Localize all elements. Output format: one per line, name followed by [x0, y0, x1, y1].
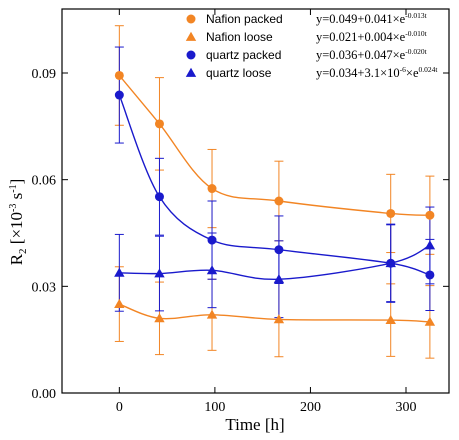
nafion-loose-point: [114, 298, 125, 309]
nafion-packed-point: [114, 70, 124, 80]
legend-item-nafion-packed: Nafion packed y=0.049+0.041×e-0.013t: [186, 11, 428, 26]
legend-label: Nafion packed: [206, 12, 283, 26]
legend-item-quartz-packed: quartz packed y=0.036+0.047×e-0.020t: [186, 47, 428, 62]
y-tick-label: 0.03: [32, 280, 57, 295]
legend-marker: [186, 50, 196, 60]
fit-equation: y=0.036+0.047×e-0.020t: [316, 47, 428, 62]
legend-label: quartz loose: [206, 66, 272, 80]
x-tick-label: 0: [116, 400, 123, 415]
nafion-loose-point: [206, 309, 218, 319]
legend-marker: [186, 14, 196, 24]
x-tick-label: 300: [396, 400, 417, 415]
fit-equation: y=0.021+0.004×e-0.010t: [316, 29, 428, 44]
nafion-loose-point: [154, 313, 165, 323]
y-tick-label: 0.00: [32, 387, 57, 402]
nafion-loose-point: [385, 314, 396, 325]
quartz-packed-point: [154, 192, 164, 202]
nafion-loose-point: [273, 314, 285, 324]
nafion-packed-point: [425, 210, 435, 220]
nafion-loose-point: [424, 316, 436, 326]
plot-frame: [61, 8, 450, 394]
fit-equation: y=0.049+0.041×e-0.013t: [316, 11, 428, 26]
data-markers: [114, 70, 436, 326]
nafion-packed-point: [386, 208, 396, 218]
x-tick-label: 100: [204, 400, 225, 415]
legend-item-quartz-loose: quartz loose y=0.034+3.1×10-6×e0.024t: [185, 65, 438, 80]
legend-item-nafion-loose: Nafion loose y=0.021+0.004×e-0.010t: [185, 29, 428, 44]
legend-label: quartz packed: [206, 48, 281, 62]
quartz-loose-point: [154, 268, 165, 278]
nafion-packed-point: [154, 119, 164, 129]
fit-curves: [118, 75, 431, 323]
quartz-packed-point: [207, 235, 217, 245]
quartz-packed-point: [274, 245, 284, 255]
nafion-packed-point: [274, 196, 284, 206]
quartz-loose-point: [273, 274, 285, 284]
legend-marker: [185, 67, 197, 77]
quartz-packed-fit-line: [118, 94, 431, 276]
y-tick-label: 0.09: [32, 67, 57, 82]
quartz-loose-point: [114, 267, 125, 277]
legend-marker: [185, 31, 197, 41]
quartz-packed-point: [114, 90, 124, 100]
legend-label: Nafion loose: [206, 30, 273, 44]
y-axis-label: R2 [×10-3 s-1]: [7, 179, 29, 266]
nafion-loose-fit-line: [119, 303, 430, 323]
legend: Nafion packed y=0.049+0.041×e-0.013tNafio…: [185, 11, 438, 80]
tick-marks: 0 100 200 300 0.00 0.03 0.06 0.09: [32, 9, 449, 415]
nafion-packed-point: [207, 184, 217, 194]
x-tick-label: 200: [300, 400, 321, 415]
quartz-loose-point: [424, 240, 436, 250]
axes: [61, 8, 450, 394]
quartz-packed-point: [425, 270, 435, 280]
x-axis-label: Time [h]: [225, 415, 284, 434]
quartz-loose-point: [385, 258, 396, 268]
nafion-packed-fit-line: [118, 75, 430, 216]
y-tick-label: 0.06: [32, 174, 57, 189]
fit-equation: y=0.034+3.1×10-6×e0.024t: [316, 65, 438, 80]
quartz-loose-point: [206, 265, 218, 275]
